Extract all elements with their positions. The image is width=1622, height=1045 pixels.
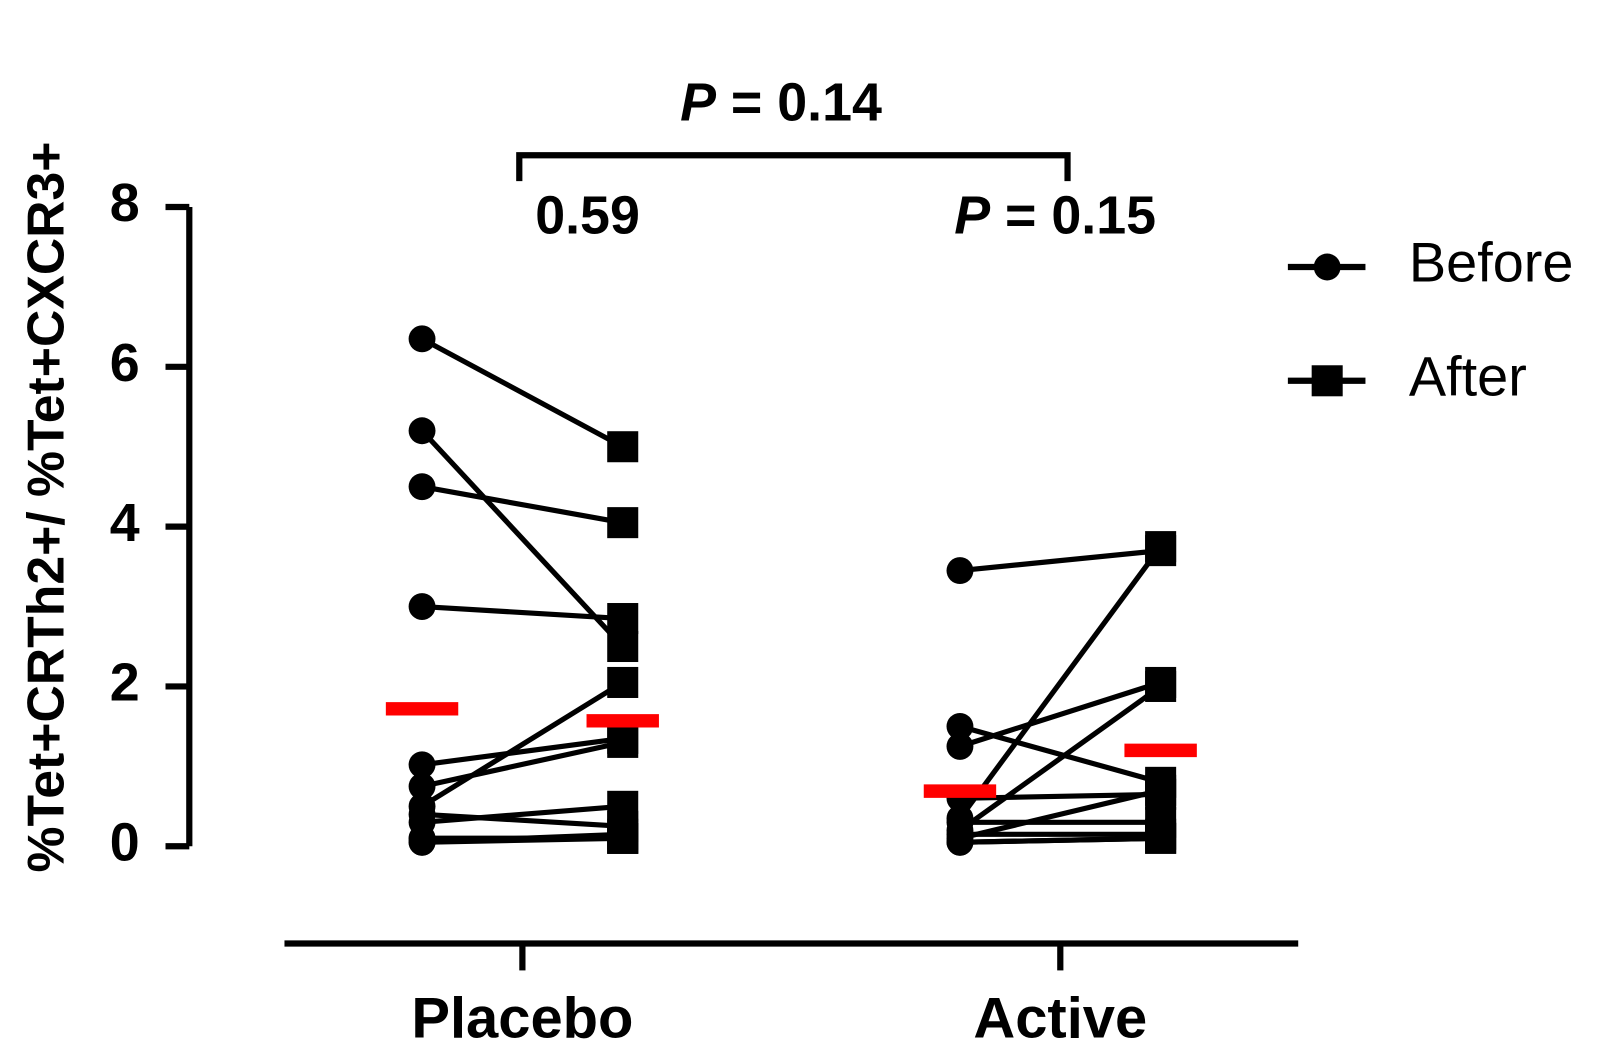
annotation-text: = 0.15 [990,186,1156,246]
pair-line [959,548,1161,574]
annotation-text: = 0.14 [716,73,882,133]
pair-line [421,811,623,829]
pair-line [421,803,623,825]
after-point [607,818,639,850]
annotation: 0.59 [535,186,640,246]
y-tick-label: 8 [110,173,140,233]
annotation: P = 0.15 [954,186,1156,246]
pair-line [421,831,623,845]
y-tick-label: 0 [110,812,140,872]
after-point [607,431,639,463]
legend-marker [1313,253,1341,281]
pair-line [420,680,625,809]
before-point [408,593,436,620]
pair-line [957,545,1163,820]
before-point [946,712,974,740]
annotation: P = 0.14 [680,73,882,133]
legend-marker [1311,365,1343,397]
after-point [607,630,639,663]
after-point [1145,774,1177,806]
before-point [408,772,436,800]
before-point [408,751,436,779]
pair-line [421,735,624,768]
before-point [946,732,974,760]
y-axis-label: %Tet+CRTh2+/ %Tet+CXCR3+ [16,141,74,872]
before-point [408,473,436,501]
after-point [607,666,639,698]
before-point [946,828,974,856]
pair-line [959,679,1162,749]
y-tick-label: 4 [110,493,140,553]
legend-label: Before [1409,231,1574,294]
before-point [946,557,974,585]
y-tick-label: 2 [110,653,140,713]
pair-line [421,739,624,789]
before-point [408,417,436,445]
pair-line [959,835,1161,845]
x-tick-label: Active [973,986,1147,1045]
after-point [607,726,639,758]
annotation-italic: P [680,73,716,133]
pair-line [421,603,623,622]
after-point [607,790,639,822]
pair-line [959,787,1162,841]
y-tick-label: 6 [110,333,140,393]
x-tick-label: Placebo [411,986,633,1045]
pair-line [421,484,624,526]
annotation-italic: P [954,186,990,246]
before-point [408,828,436,856]
pair-line [420,336,624,450]
after-point [607,507,639,539]
after-point [607,603,639,635]
bracket [516,152,1071,182]
after-point [1145,670,1177,702]
pair-line [958,684,1163,833]
after-point [1145,531,1177,563]
before-point [408,325,436,353]
legend-label: After [1409,345,1527,408]
pair-line [420,428,625,649]
after-point [1145,822,1177,854]
